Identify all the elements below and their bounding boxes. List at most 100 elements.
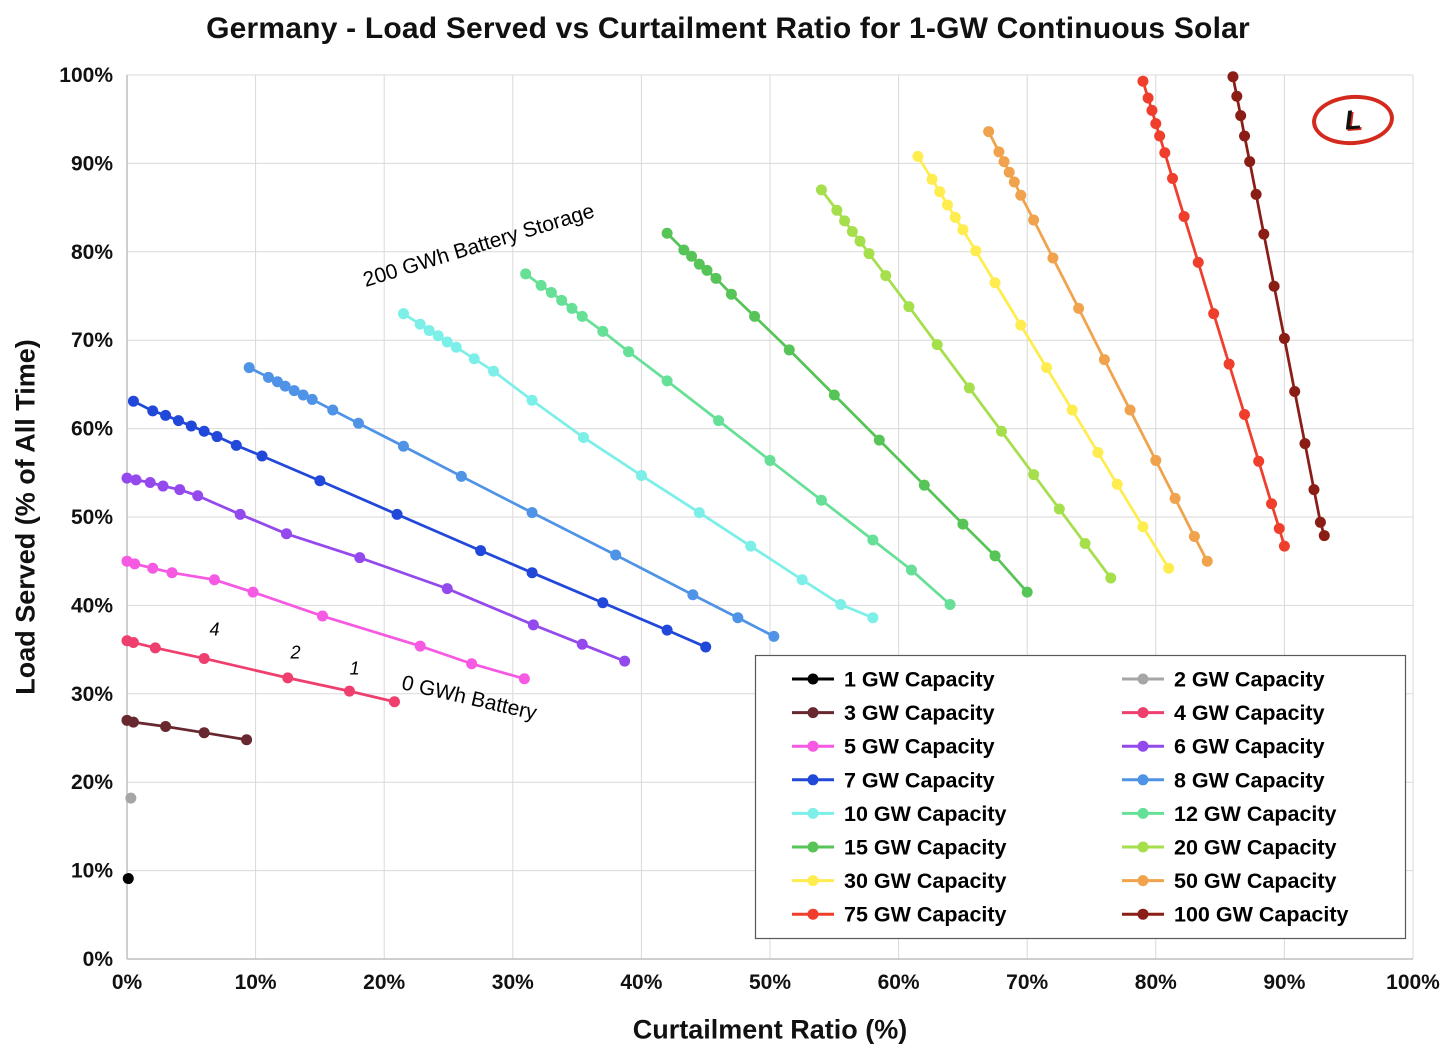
data-point-marker bbox=[1250, 188, 1262, 200]
data-point-marker bbox=[619, 655, 631, 667]
data-point-marker bbox=[867, 534, 879, 546]
data-point-marker bbox=[288, 385, 300, 397]
data-point-marker bbox=[831, 204, 843, 216]
data-point-marker bbox=[1053, 503, 1065, 515]
data-point-marker bbox=[455, 470, 467, 482]
data-point-marker bbox=[316, 610, 328, 622]
data-point-marker bbox=[700, 641, 712, 653]
data-point-marker bbox=[414, 318, 426, 330]
data-point-marker bbox=[1239, 130, 1251, 142]
data-point-marker bbox=[835, 599, 847, 611]
data-point-marker bbox=[1289, 385, 1301, 397]
legend-label: 7 GW Capacity bbox=[844, 768, 995, 792]
data-point-marker bbox=[198, 727, 210, 739]
data-point-marker bbox=[388, 696, 400, 708]
data-point-marker bbox=[1278, 332, 1290, 344]
x-tick-label: 80% bbox=[1135, 971, 1177, 994]
legend-swatch-marker bbox=[1137, 740, 1149, 752]
data-point-marker bbox=[1066, 404, 1078, 416]
legend-item: 8 GW Capacity bbox=[1122, 768, 1325, 792]
legend-item: 10 GW Capacity bbox=[792, 802, 1007, 826]
data-point-marker bbox=[576, 638, 588, 650]
data-point-marker bbox=[306, 393, 318, 405]
data-point-marker bbox=[147, 405, 159, 417]
legend-label: 30 GW Capacity bbox=[844, 869, 1007, 893]
data-point-marker bbox=[1098, 354, 1110, 366]
data-point-marker bbox=[989, 277, 1001, 289]
data-point-marker bbox=[1015, 189, 1027, 201]
data-point-marker bbox=[256, 450, 268, 462]
y-tick-label: 100% bbox=[59, 64, 113, 87]
legend-label: 8 GW Capacity bbox=[1174, 768, 1325, 792]
data-point-marker bbox=[1268, 280, 1280, 292]
data-point-marker bbox=[1188, 530, 1200, 542]
data-point-marker bbox=[526, 507, 538, 519]
data-point-marker bbox=[873, 434, 885, 446]
data-point-marker bbox=[475, 545, 487, 557]
series-line-15-gw-capacity bbox=[665, 231, 1029, 594]
data-point-marker bbox=[1111, 478, 1123, 490]
y-tick-label: 90% bbox=[71, 152, 113, 175]
data-point-marker bbox=[1154, 130, 1166, 142]
data-point-marker bbox=[526, 567, 538, 579]
series-line-75-gw-capacity bbox=[1141, 79, 1286, 548]
data-point-marker bbox=[247, 586, 259, 598]
data-point-marker bbox=[931, 339, 943, 351]
data-point-marker bbox=[282, 672, 294, 684]
data-point-marker bbox=[1167, 172, 1179, 184]
data-point-marker bbox=[970, 245, 982, 257]
legend-label: 50 GW Capacity bbox=[1174, 869, 1337, 893]
y-tick-label: 0% bbox=[83, 948, 114, 971]
data-point-marker bbox=[796, 574, 808, 586]
data-point-marker bbox=[208, 574, 220, 586]
data-point-marker bbox=[211, 431, 223, 443]
data-point-marker bbox=[1105, 572, 1117, 584]
data-point-marker bbox=[1142, 92, 1154, 104]
data-point-marker bbox=[262, 371, 274, 383]
legend-item: 15 GW Capacity bbox=[792, 836, 1007, 860]
series-line-7-gw-capacity bbox=[132, 399, 708, 649]
data-point-marker bbox=[732, 612, 744, 624]
x-tick-label: 50% bbox=[749, 971, 791, 994]
legend-label: 2 GW Capacity bbox=[1174, 668, 1325, 692]
data-point-marker bbox=[1028, 214, 1040, 226]
data-point-marker bbox=[815, 494, 827, 506]
data-point-marker bbox=[1021, 586, 1033, 598]
data-point-marker bbox=[1192, 256, 1204, 268]
series-20-gw-capacity bbox=[815, 184, 1117, 584]
legend: 1 GW Capacity 2 GW Capacity 3 GW Capacity 4… bbox=[754, 654, 1407, 940]
data-point-marker bbox=[160, 409, 172, 421]
data-point-marker bbox=[1137, 75, 1149, 87]
legend-item: 4 GW Capacity bbox=[1122, 701, 1325, 725]
data-point-marker bbox=[661, 227, 673, 239]
legend-label: 3 GW Capacity bbox=[844, 701, 995, 725]
data-point-marker bbox=[241, 734, 253, 746]
series-1-gw-capacity bbox=[122, 873, 134, 885]
data-point-marker bbox=[1239, 408, 1251, 420]
series-2-gw-capacity bbox=[125, 792, 137, 804]
data-point-marker bbox=[839, 215, 851, 227]
data-point-marker bbox=[1003, 166, 1015, 178]
data-point-marker bbox=[912, 150, 924, 162]
data-point-marker bbox=[686, 250, 698, 262]
data-point-marker bbox=[713, 415, 725, 427]
legend-swatch-marker bbox=[1137, 908, 1149, 920]
data-point-marker bbox=[1073, 302, 1085, 314]
legend-item: 50 GW Capacity bbox=[1122, 869, 1337, 893]
data-point-marker bbox=[297, 389, 309, 401]
data-point-marker bbox=[144, 477, 156, 489]
data-point-marker bbox=[279, 380, 291, 392]
data-point-marker bbox=[280, 528, 292, 540]
legend-item: 3 GW Capacity bbox=[792, 701, 995, 725]
series-50-gw-capacity bbox=[983, 126, 1213, 567]
data-point-marker bbox=[989, 550, 1001, 562]
y-tick-label: 10% bbox=[71, 860, 113, 883]
data-point-marker bbox=[234, 508, 246, 520]
data-point-marker bbox=[556, 294, 568, 306]
legend-item: 20 GW Capacity bbox=[1122, 836, 1337, 860]
data-point-marker bbox=[1266, 498, 1278, 510]
x-tick-label: 60% bbox=[878, 971, 920, 994]
data-point-marker bbox=[147, 562, 159, 574]
data-point-marker bbox=[129, 558, 141, 570]
